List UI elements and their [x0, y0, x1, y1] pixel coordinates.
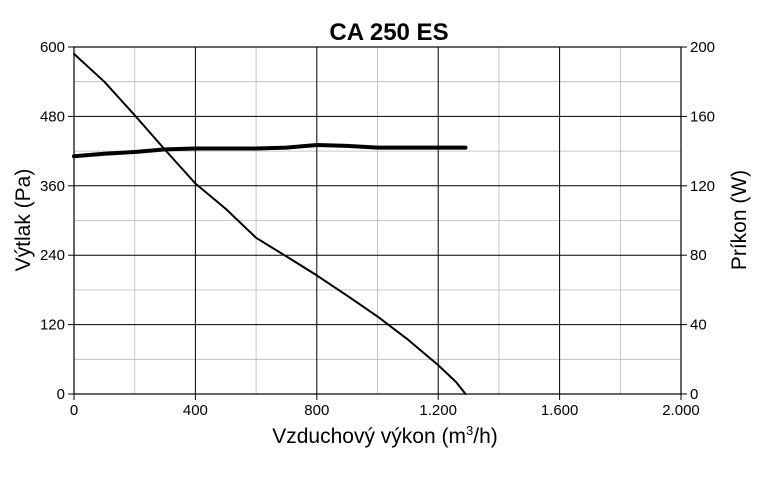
left-tick-label: 0 [57, 386, 65, 403]
x-axis-label: Vzduchový výkon (m3/h) [272, 423, 498, 448]
x-tick-label: 800 [304, 402, 329, 419]
x-axis-ticks: 0 400 800 1.200 1.600 2.000 [70, 394, 700, 419]
series-group [72, 52, 468, 395]
left-tick-label: 600 [40, 39, 65, 56]
x-tick-label: 400 [183, 402, 208, 419]
left-tick-label: 120 [40, 317, 65, 334]
x-tick-label: 1.200 [419, 402, 457, 419]
left-tick-label: 480 [40, 108, 65, 125]
right-tick-label: 200 [690, 39, 715, 56]
left-tick-label: 240 [40, 247, 65, 264]
x-axis-label-main: Vzduchový výkon (m [272, 425, 466, 448]
right-tick-label: 120 [690, 178, 715, 195]
plot-frame [73, 46, 682, 395]
grid [73, 46, 682, 395]
chart-title: CA 250 ES [329, 19, 448, 46]
right-tick-label: 0 [690, 386, 698, 403]
x-tick-label: 2.000 [662, 402, 700, 419]
pressure-curve-line [73, 52, 467, 395]
right-tick-label: 40 [690, 317, 707, 334]
power-curve-line [72, 143, 468, 159]
left-tick-label: 360 [40, 178, 65, 195]
x-tick-label: 1.600 [541, 402, 579, 419]
y-axis-label-left: Výtlak (Pa) [12, 169, 35, 272]
right-axis-ticks: 0 40 80 120 160 200 [681, 39, 715, 403]
x-tick-label: 0 [70, 402, 78, 419]
x-axis-label-end: /h) [473, 425, 498, 448]
y-axis-label-right: Príkon (W) [728, 170, 751, 270]
right-tick-label: 160 [690, 108, 715, 125]
x-axis-label-superscript: 3 [466, 423, 473, 438]
right-tick-label: 80 [690, 247, 707, 264]
left-axis-ticks: 0 120 240 360 480 600 [40, 39, 74, 403]
